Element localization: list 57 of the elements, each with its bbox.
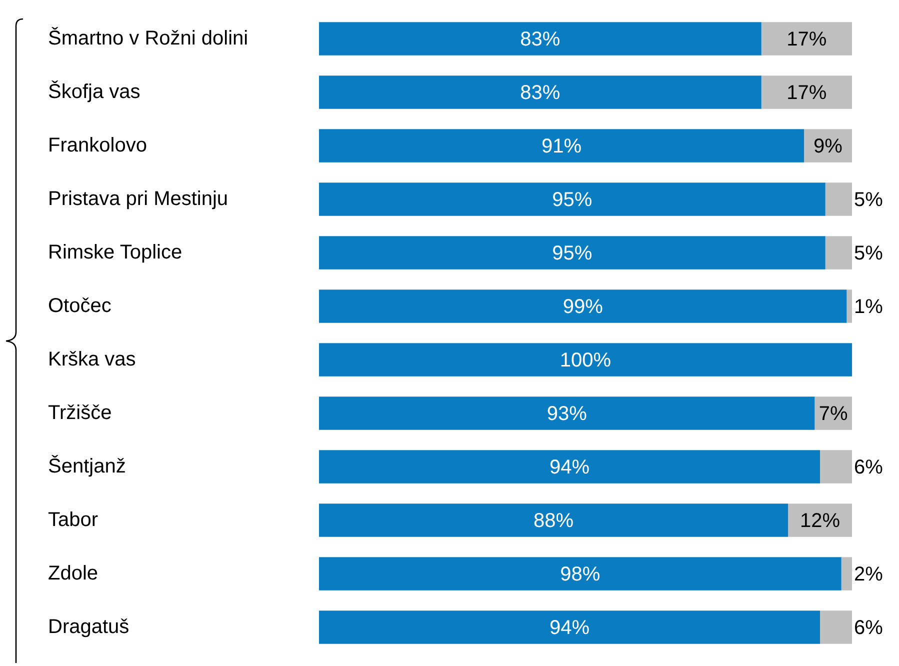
y-tick-label: Krška vas [48,348,136,370]
data-label: 1% [854,296,884,318]
data-label: 95% [552,242,592,264]
data-label: 95% [552,188,592,211]
data-label: 88% [534,510,574,532]
y-tick-label: Šentjanž [48,454,126,478]
y-tick-label: Tabor [48,508,98,531]
data-label: 94% [549,616,590,639]
bar [846,290,852,323]
bar [319,343,852,376]
bar [319,22,762,56]
data-label: 6% [854,456,884,478]
data-label: 100% [560,349,612,372]
y-tick-label: Frankolovo [48,134,147,156]
data-label: 94% [549,456,590,478]
bar [319,76,762,109]
bar [761,76,852,109]
data-label: 5% [854,188,884,211]
bar [319,504,788,537]
data-label: 93% [546,402,588,425]
data-label: 6% [854,616,884,639]
data-label: 5% [854,242,884,264]
y-tick-label: Otočec [48,294,112,317]
y-tick-label: Škofja vas [48,80,140,103]
y-tick-label: Šmartno v Rožni dolini [48,26,248,50]
data-label: 83% [520,82,560,104]
bar [319,610,820,644]
data-label: 17% [786,28,827,50]
y-tick-label: Tržišče [48,402,112,424]
bar [319,290,847,323]
bar [319,236,826,270]
bar [761,22,852,56]
bar [319,557,842,590]
y-tick-label: Zdole [48,562,98,584]
bar [820,610,852,644]
data-label: 98% [560,563,600,586]
data-label: 2% [854,563,884,586]
data-label: 9% [814,135,843,158]
y-tick-label: Dragatuš [48,616,130,638]
data-label: 7% [818,402,848,425]
bar [820,450,852,484]
data-label: 91% [542,135,582,158]
bar [319,182,826,216]
y-tick-label: Pristava pri Mestinju [48,188,228,210]
data-label: 99% [562,296,604,318]
bar [804,129,852,162]
y-tick-label: Rimske Toplice [48,241,182,264]
data-label: 83% [520,28,560,50]
bar [788,504,852,537]
bar [319,396,815,430]
bar [319,450,820,484]
bar [825,182,852,216]
data-label: 17% [786,82,827,104]
bar [319,129,804,162]
data-label: 12% [800,510,840,532]
bar [841,557,852,590]
bar [825,236,852,270]
